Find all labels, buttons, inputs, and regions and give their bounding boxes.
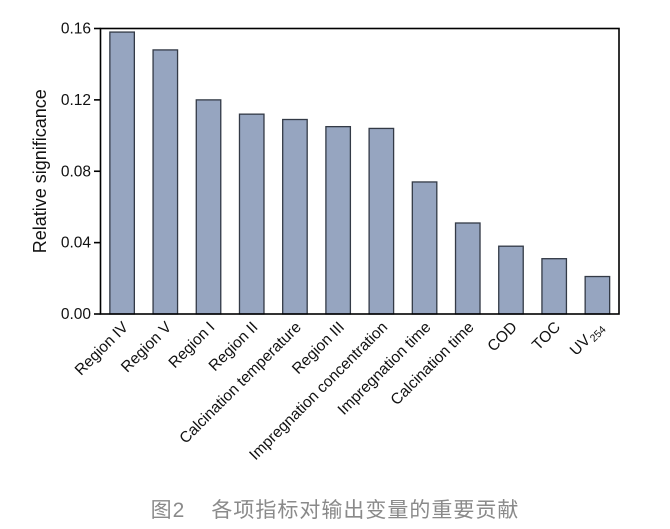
bar-region-ii xyxy=(238,113,265,315)
bar-calcination-time xyxy=(454,222,481,315)
plot-border xyxy=(99,27,620,315)
bar-impregnation-concentration xyxy=(368,127,395,315)
y-axis-title: Relative significance xyxy=(30,89,50,253)
bar-region-v xyxy=(152,49,179,315)
figure-caption: 图2 各项指标对输出变量的重要贡献 xyxy=(0,494,670,524)
x-tick-label-uv-254: UV254 xyxy=(567,319,609,361)
x-tick-label-cod: COD xyxy=(484,319,520,355)
y-tick-label: 0.08 xyxy=(61,163,91,180)
y-tick-label: 0.04 xyxy=(61,235,92,252)
figure-caption-number: 图2 xyxy=(150,499,186,522)
y-tick-label: 0.16 xyxy=(61,21,91,38)
y-tick-label: 0.00 xyxy=(61,306,92,323)
bar-cod xyxy=(498,245,524,315)
bar-region-iv xyxy=(109,31,136,315)
bar-uv-254 xyxy=(584,275,611,315)
bar-toc xyxy=(541,258,568,315)
y-tick-label: 0.12 xyxy=(61,92,91,109)
bar-calcination-temperature xyxy=(282,118,308,315)
bar-region-i xyxy=(195,99,222,315)
x-tick-label-toc: TOC xyxy=(529,319,564,354)
bar-impregnation-time xyxy=(411,181,438,315)
figure-caption-text: 各项指标对输出变量的重要贡献 xyxy=(211,499,520,522)
bar-region-iii xyxy=(325,125,352,315)
